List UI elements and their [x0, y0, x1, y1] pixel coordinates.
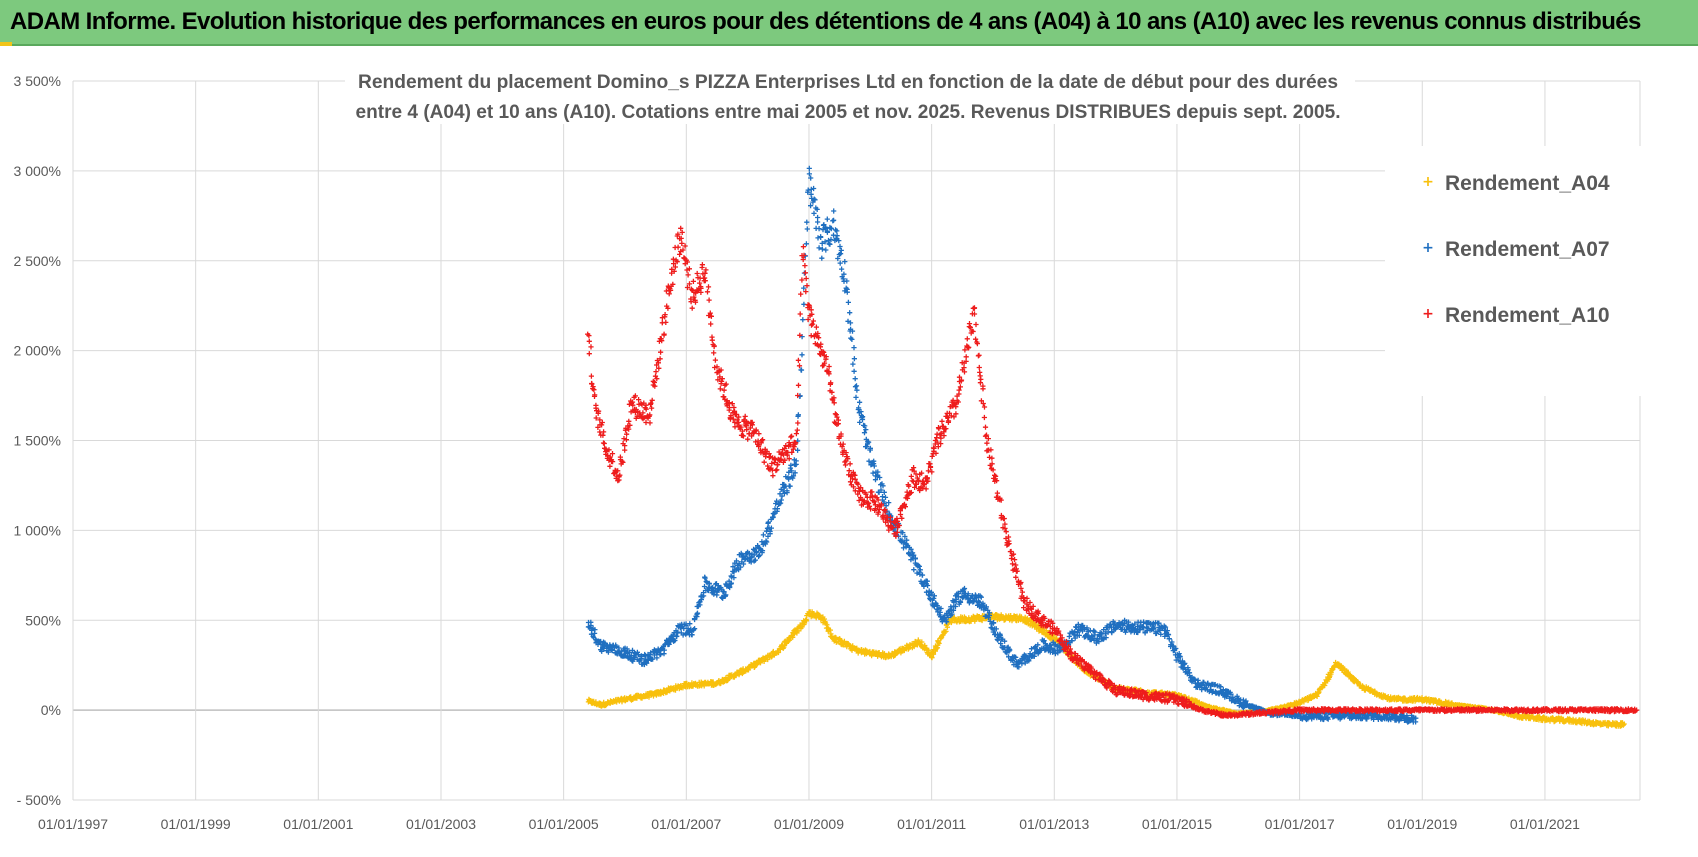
corner-mark-top-left: [0, 42, 12, 46]
x-tick-label: 01/01/1999: [161, 816, 231, 832]
y-tick-label: 1 500%: [14, 433, 61, 449]
y-tick-label: 3 000%: [14, 163, 61, 179]
chart-title-group: Rendement du placement Domino_s PIZZA En…: [345, 64, 1355, 124]
legend-marker-a10: +: [1422, 306, 1434, 322]
legend-item-a07: + Rendement_A07: [1422, 238, 1609, 261]
y-tick-label: 500%: [25, 612, 61, 628]
chart-title-line-2: entre 4 (A04) et 10 ans (A10). Cotations…: [356, 102, 1341, 123]
header-banner: ADAM Informe. Evolution historique des p…: [0, 0, 1698, 46]
x-tick-label: 01/01/2007: [651, 816, 721, 832]
legend-background: [1385, 146, 1645, 396]
y-tick-label: 1 000%: [14, 522, 61, 538]
legend-label-a04: Rendement_A04: [1445, 172, 1610, 195]
x-tick-label: 01/01/2001: [283, 816, 353, 832]
y-tick-label: 2 000%: [14, 343, 61, 359]
legend-item-a10: + Rendement_A10: [1422, 304, 1609, 327]
x-tick-label: 01/01/2003: [406, 816, 476, 832]
y-tick-label: - 500%: [17, 792, 61, 808]
legend-label-a07: Rendement_A07: [1445, 238, 1610, 261]
legend-marker-a04: +: [1422, 174, 1434, 190]
legend-marker-a07: +: [1422, 240, 1434, 256]
chart-legend: + Rendement_A04 + Rendement_A07 + Rendem…: [1385, 146, 1645, 396]
y-axis-tick-labels: - 500% 0% 500% 1 000% 1 500% 2 000% 2 500% 3 00…: [14, 73, 61, 808]
scatter-chart: - 500% 0% 500% 1 000% 1 500% 2 000% 2 500% 3 00…: [0, 46, 1698, 857]
x-tick-label: 01/01/2013: [1019, 816, 1089, 832]
chart-title-background: [345, 64, 1355, 124]
legend-label-a10: Rendement_A10: [1445, 304, 1610, 327]
chart-title-line-1: Rendement du placement Domino_s PIZZA En…: [358, 72, 1338, 93]
x-tick-label: 01/01/2005: [529, 816, 599, 832]
x-tick-label: 01/01/2021: [1510, 816, 1580, 832]
x-axis-tick-labels: 01/01/1997 01/01/1999 01/01/2001 01/01/2003…: [38, 816, 1580, 832]
banner-title: ADAM Informe. Evolution historique des p…: [10, 8, 1641, 35]
series-layer: [585, 165, 1640, 729]
y-tick-label: 3 500%: [14, 73, 61, 89]
legend-item-a04: + Rendement_A04: [1422, 172, 1610, 195]
x-tick-label: 01/01/2019: [1387, 816, 1457, 832]
y-tick-label: 2 500%: [14, 253, 61, 269]
chart-area: - 500% 0% 500% 1 000% 1 500% 2 000% 2 500% 3 00…: [0, 46, 1698, 857]
x-tick-label: 01/01/1997: [38, 816, 108, 832]
x-tick-label: 01/01/2009: [774, 816, 844, 832]
series-rendement-a10: [585, 225, 1640, 719]
series-markers: [585, 225, 1640, 719]
x-tick-label: 01/01/2015: [1142, 816, 1212, 832]
x-tick-label: 01/01/2011: [897, 816, 966, 832]
x-tick-label: 01/01/2017: [1265, 816, 1335, 832]
y-tick-label: 0%: [41, 702, 61, 718]
